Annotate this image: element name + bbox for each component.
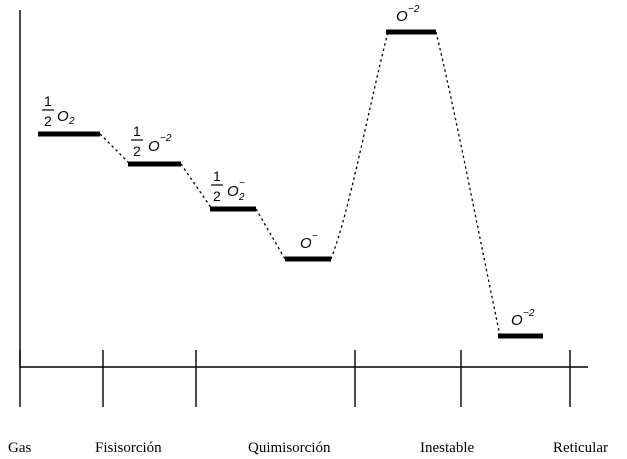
species-subscript: 2 [238,192,245,203]
level-label-quimisorcion-2: O − [300,231,318,252]
frac-numerator: 1 [44,93,52,109]
species-superscript: −2 [408,4,420,15]
level-label-quimisorcion-1: 1 2 O 2 − [211,168,245,204]
species-superscript: −2 [160,133,172,144]
level-label-gas: 1 2 O 2 [42,93,75,129]
species-symbol: O [227,183,239,200]
level-label-reticular: O −2 [511,308,535,329]
stage-label-gas: Gas [8,440,31,456]
frac-numerator: 1 [133,123,141,139]
species-superscript: −2 [523,308,535,319]
connector-3 [255,208,286,260]
connector-1 [99,133,131,165]
connector-2 [180,163,213,210]
frac-numerator: 1 [213,168,221,184]
species-symbol: O [300,235,312,252]
connector-5 [435,31,501,337]
frac-denominator: 2 [44,113,52,129]
species-symbol: O [148,138,160,155]
stage-label-reticular: Reticular [553,440,608,456]
species-symbol: O [57,108,69,125]
stage-label-quimisorcion: Quimisorción [248,440,331,456]
species-symbol: O [511,312,523,329]
level-label-fisisorcion: 1 2 O −2 [131,123,172,159]
species-superscript: − [312,231,318,242]
stage-label-fisisorcion: Fisisorción [95,440,162,456]
level-label-inestable: O −2 [396,4,420,25]
connector-4 [330,31,389,260]
frac-denominator: 2 [133,143,141,159]
species-symbol: O [396,8,408,25]
species-subscript: 2 [68,116,75,127]
stage-label-inestable: Inestable [420,440,474,456]
species-superscript: − [239,178,245,189]
frac-denominator: 2 [213,188,221,204]
